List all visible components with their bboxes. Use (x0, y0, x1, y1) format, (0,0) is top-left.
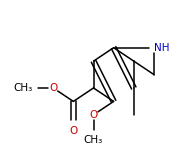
Text: CH₃: CH₃ (14, 83, 33, 93)
Text: NH: NH (154, 43, 169, 53)
Text: O: O (49, 83, 57, 93)
Text: O: O (69, 126, 77, 136)
Text: CH₃: CH₃ (84, 135, 103, 145)
Text: O: O (89, 110, 98, 120)
